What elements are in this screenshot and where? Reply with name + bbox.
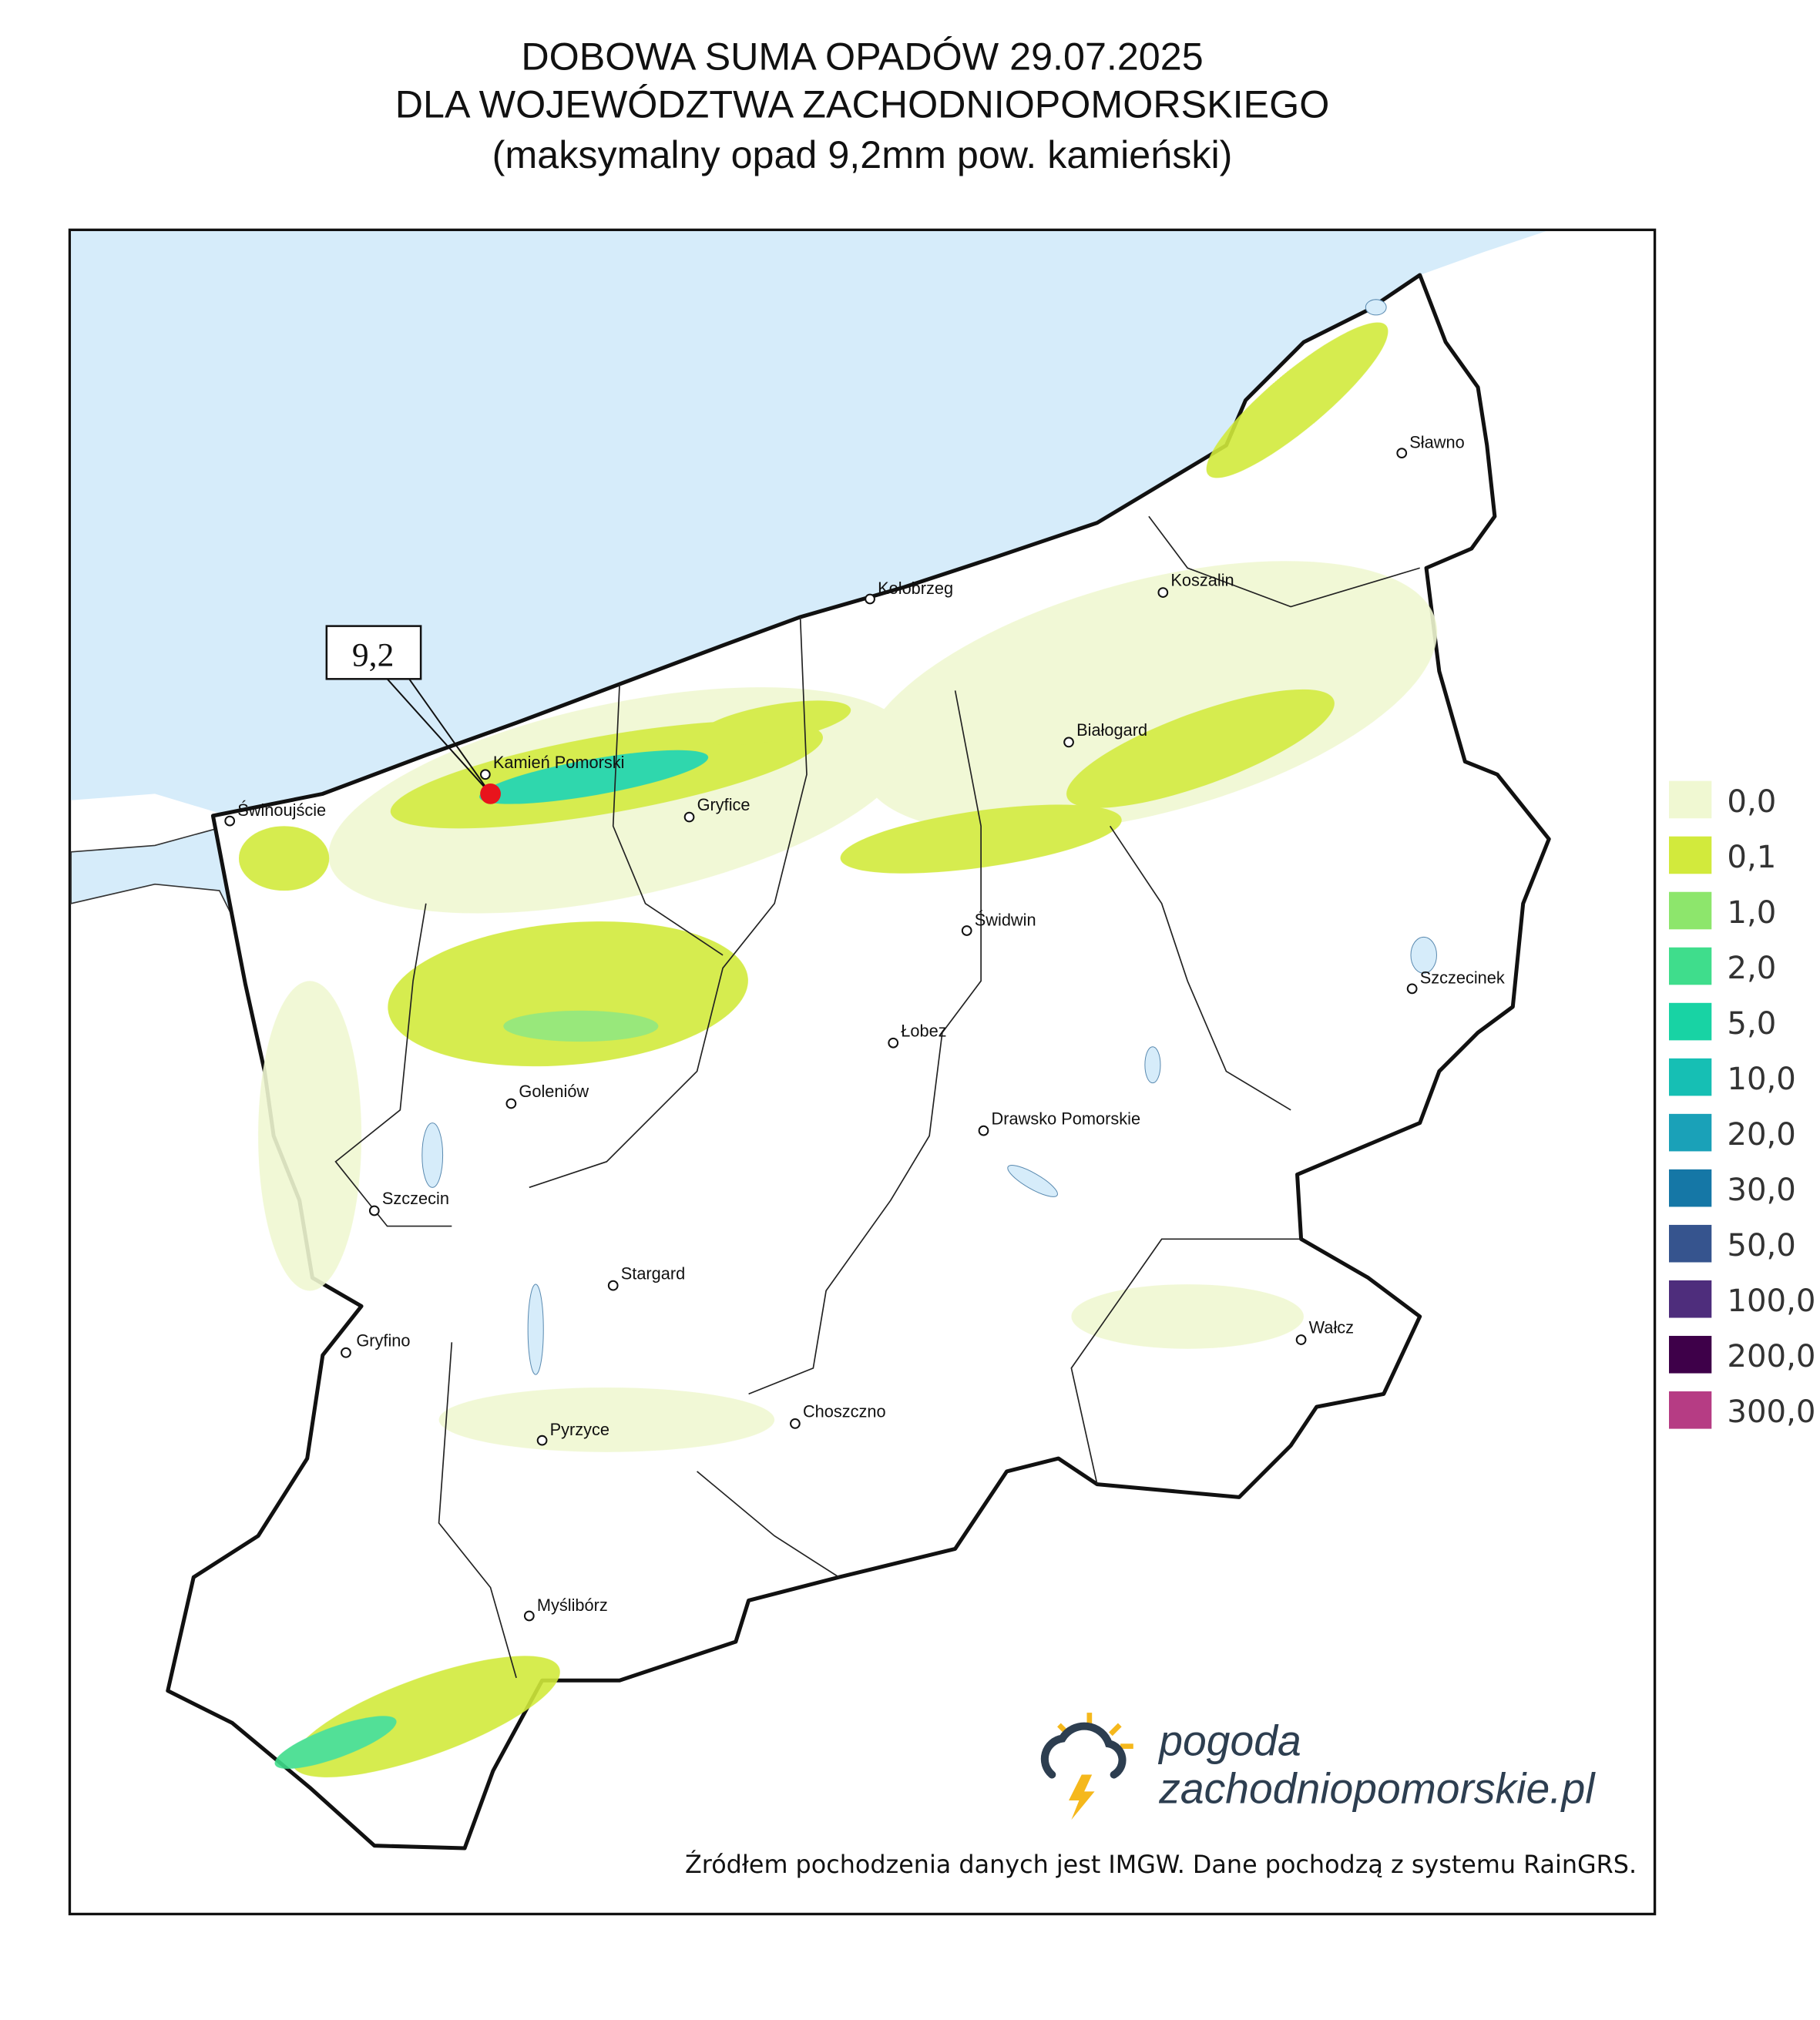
legend-swatch <box>1669 1002 1712 1041</box>
city-label: Koszalin <box>1170 571 1234 590</box>
title: DOBOWA SUMA OPADÓW 29.07.2025 DLA WOJEWÓ… <box>395 35 1330 176</box>
city-label: Goleniów <box>519 1082 589 1101</box>
legend-swatch <box>1669 947 1712 985</box>
city-label: Kamień Pomorski <box>493 753 625 772</box>
max-annotation: 9,2 <box>325 625 501 804</box>
city-label: Szczecin <box>382 1189 449 1208</box>
legend-label: 1,0 <box>1727 895 1776 931</box>
legend-swatch <box>1669 780 1712 819</box>
sea <box>71 231 1546 814</box>
legend-swatch <box>1669 1391 1712 1429</box>
legend-label: 0,1 <box>1727 840 1776 875</box>
legend-label: 30,0 <box>1727 1173 1795 1208</box>
legend-label: 0,0 <box>1727 784 1776 820</box>
city-label: Świdwin <box>975 910 1036 929</box>
cities <box>224 448 1418 1622</box>
legend-label: 2,0 <box>1727 951 1776 986</box>
city-label: Szczecinek <box>1420 968 1505 988</box>
city-label: Choszczno <box>803 1402 886 1421</box>
max-label: 9,2 <box>352 637 394 674</box>
legend: 0,0 0,1 1,0 2,0 5,0 10,0 20,0 30,0 50,0 100,0 200,… <box>1669 780 1815 1430</box>
legend-label: 100,0 <box>1727 1283 1815 1319</box>
legend-label: 10,0 <box>1727 1062 1795 1097</box>
legend-swatch <box>1669 1169 1712 1207</box>
city-label: Gryfino <box>356 1330 410 1350</box>
title-line: DLA WOJEWÓDZTWA ZACHODNIOPOMORSKIEGO <box>395 83 1330 126</box>
city-labels: Sławno Koszalin Kołobrzeg Białogard Kami… <box>237 432 1505 1614</box>
legend-label: 50,0 <box>1727 1228 1795 1263</box>
title-line: DOBOWA SUMA OPADÓW 29.07.2025 <box>521 35 1203 79</box>
legend-swatch <box>1669 1113 1712 1152</box>
city-label: Gryfice <box>697 795 750 814</box>
legend-label: 5,0 <box>1727 1006 1776 1042</box>
logo-line: pogoda <box>1157 1716 1301 1764</box>
source-note: Źródłem pochodzenia danych jest IMGW. Da… <box>685 1850 1637 1879</box>
city-label: Łobez <box>901 1021 946 1040</box>
legend-swatch <box>1669 1280 1712 1318</box>
city-label: Kołobrzeg <box>878 579 953 598</box>
city-label: Sławno <box>1409 432 1464 451</box>
lakes <box>421 299 1437 1375</box>
city-label: Myślibórz <box>537 1596 608 1615</box>
title-line: (maksymalny opad 9,2mm pow. kamieński) <box>492 133 1233 176</box>
district-borders <box>334 515 1420 1679</box>
city-label: Świnoujście <box>237 800 326 820</box>
logo: pogoda zachodniopomorskie.pl <box>1040 1713 1596 1820</box>
city-label: Drawsko Pomorskie <box>992 1109 1141 1128</box>
legend-swatch <box>1669 1335 1712 1374</box>
max-point <box>480 784 501 804</box>
precipitation-areas <box>238 322 1438 1777</box>
legend-swatch <box>1669 1058 1712 1096</box>
legend-swatch <box>1669 836 1712 874</box>
legend-label: 20,0 <box>1727 1117 1795 1153</box>
legend-swatch <box>1669 1224 1712 1263</box>
city-label: Białogard <box>1076 720 1147 740</box>
legend-label: 300,0 <box>1727 1394 1815 1430</box>
city-label: Stargard <box>621 1263 685 1283</box>
city-label: Pyrzyce <box>550 1420 609 1439</box>
legend-label: 200,0 <box>1727 1339 1815 1374</box>
city-label: Wałcz <box>1309 1318 1354 1337</box>
logo-line: zachodniopomorskie.pl <box>1158 1764 1596 1812</box>
legend-swatch <box>1669 891 1712 930</box>
